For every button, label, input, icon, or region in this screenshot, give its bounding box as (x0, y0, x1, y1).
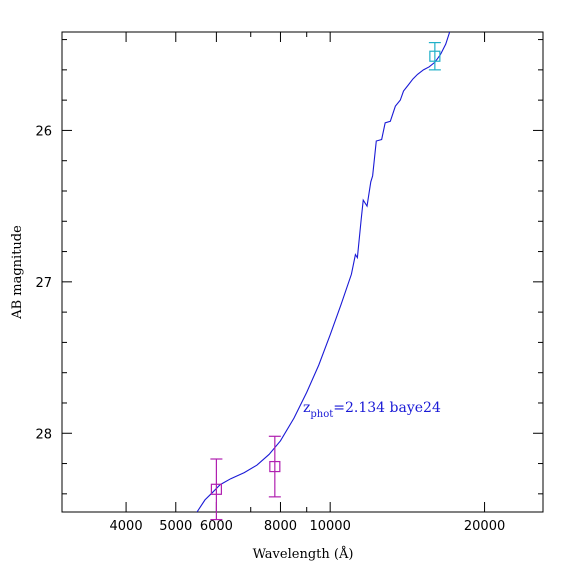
annotation-text: =2.134 baye24 (333, 400, 441, 416)
tick-labels: 4000 5000 6000 8000 10000 20000 26 27 28 (35, 124, 505, 534)
x-tick-label: 5000 (159, 519, 192, 534)
data-point (269, 460, 281, 473)
plot-frame (61, 31, 544, 513)
axis-ticks (61, 32, 543, 512)
y-tick-label: 26 (35, 124, 52, 139)
x-axis-label: Wavelength (Å) (253, 546, 354, 562)
annotation-subscript: phot (310, 409, 333, 420)
x-tick-label: 10000 (309, 519, 350, 534)
y-axis-label: AB magnitude (10, 225, 25, 320)
plot-border (61, 31, 544, 513)
x-tick-label: 20000 (464, 519, 505, 534)
model-spectrum-line (196, 32, 451, 512)
data-point (210, 483, 222, 495)
data-point (429, 50, 441, 62)
series-layer (196, 32, 451, 521)
y-tick-label: 28 (35, 427, 52, 442)
x-tick-label: 4000 (110, 519, 143, 534)
x-tick-label: 8000 (264, 519, 297, 534)
x-tick-label: 6000 (200, 519, 233, 534)
y-tick-label: 27 (35, 276, 52, 291)
annotation-prefix: z (303, 400, 310, 416)
annotation-label: zphot=2.134 baye24 (303, 400, 441, 420)
